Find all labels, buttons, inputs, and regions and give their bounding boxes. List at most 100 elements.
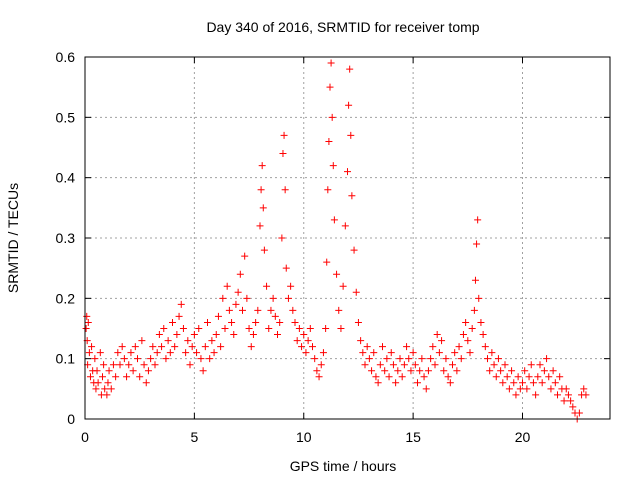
data-point [219,294,227,302]
data-point [499,379,507,387]
data-point [347,131,355,139]
data-point [398,373,406,381]
data-point [260,246,268,254]
data-point [309,343,316,351]
data-point [519,379,526,387]
data-point [330,216,338,224]
grid [85,57,610,419]
data-point [466,349,474,357]
y-axis-ticks: 0 0.1 0.2 0.3 0.4 0.5 0.6 [56,49,610,427]
data-point [420,373,428,381]
data-point [179,325,187,332]
chart-title: Day 340 of 2016, SRMTID for receiver tom… [206,19,479,35]
data-point [120,355,128,363]
data-point [204,318,211,326]
data-point [345,101,353,109]
data-point [405,355,413,363]
data-point [247,343,255,351]
data-point [91,355,99,363]
data-point [464,337,472,345]
data-point [337,325,345,332]
data-point [407,367,415,375]
data-point [236,270,244,278]
data-point [324,186,332,194]
data-point [153,349,161,357]
y-tick-label: 0.3 [56,230,76,246]
data-point [325,137,333,145]
data-point [311,355,319,363]
data-point [257,186,265,194]
data-point [287,282,295,290]
data-point [479,331,487,339]
data-point [289,306,297,314]
data-point [545,373,553,381]
data-point [427,355,435,363]
data-point [459,331,467,339]
data-point [182,349,190,357]
data-point [468,325,476,332]
data-point [326,83,334,91]
data-point [361,361,369,369]
data-point [329,162,337,170]
data-point [291,318,299,326]
data-point [451,349,459,357]
data-point [567,397,575,405]
data-point [575,409,583,417]
data-point [471,276,479,284]
data-point [549,367,557,375]
data-point [327,59,335,67]
data-point [315,373,323,381]
data-point [232,300,240,308]
data-point [147,355,155,363]
data-point [470,306,478,314]
x-tick-label: 10 [296,429,312,445]
data-point [127,349,135,357]
data-point [199,367,207,375]
data-point [328,113,336,121]
data-point [383,355,391,363]
data-point [131,343,139,351]
data-point [103,391,111,399]
data-point [85,349,93,357]
data-point [265,325,273,332]
data-point [348,192,356,200]
data-point [278,234,286,242]
data-point [341,222,349,230]
data-point [295,325,303,332]
data-point [376,361,384,369]
data-point [501,361,509,369]
data-point [197,355,205,363]
data-point [394,367,402,375]
data-point [525,373,533,381]
data-point [424,367,432,375]
data-point [101,385,109,393]
data-point [99,373,106,381]
data-point [109,361,117,369]
data-point [276,318,284,326]
data-point [280,131,288,139]
data-point [293,337,301,345]
data-point [473,240,481,248]
y-tick-label: 0.4 [56,170,76,186]
y-axis-label: SRMTID / TECUs [5,183,21,293]
data-point [210,349,218,357]
data-point [379,343,386,351]
data-point [389,361,397,369]
data-point [138,337,146,345]
x-tick-label: 0 [81,429,89,445]
data-point [359,349,367,357]
y-tick-label: 0.2 [56,290,76,306]
data-point [317,361,325,369]
data-point [536,361,544,369]
x-axis-label: GPS time / hours [290,458,397,474]
data-point [433,331,441,339]
data-point [431,361,439,369]
data-point [346,65,354,73]
data-point [387,349,395,357]
data-point [512,391,520,399]
data-point [100,361,108,369]
data-point [514,373,522,381]
data-point [418,355,426,363]
data-point [263,282,271,290]
data-point [164,337,172,345]
